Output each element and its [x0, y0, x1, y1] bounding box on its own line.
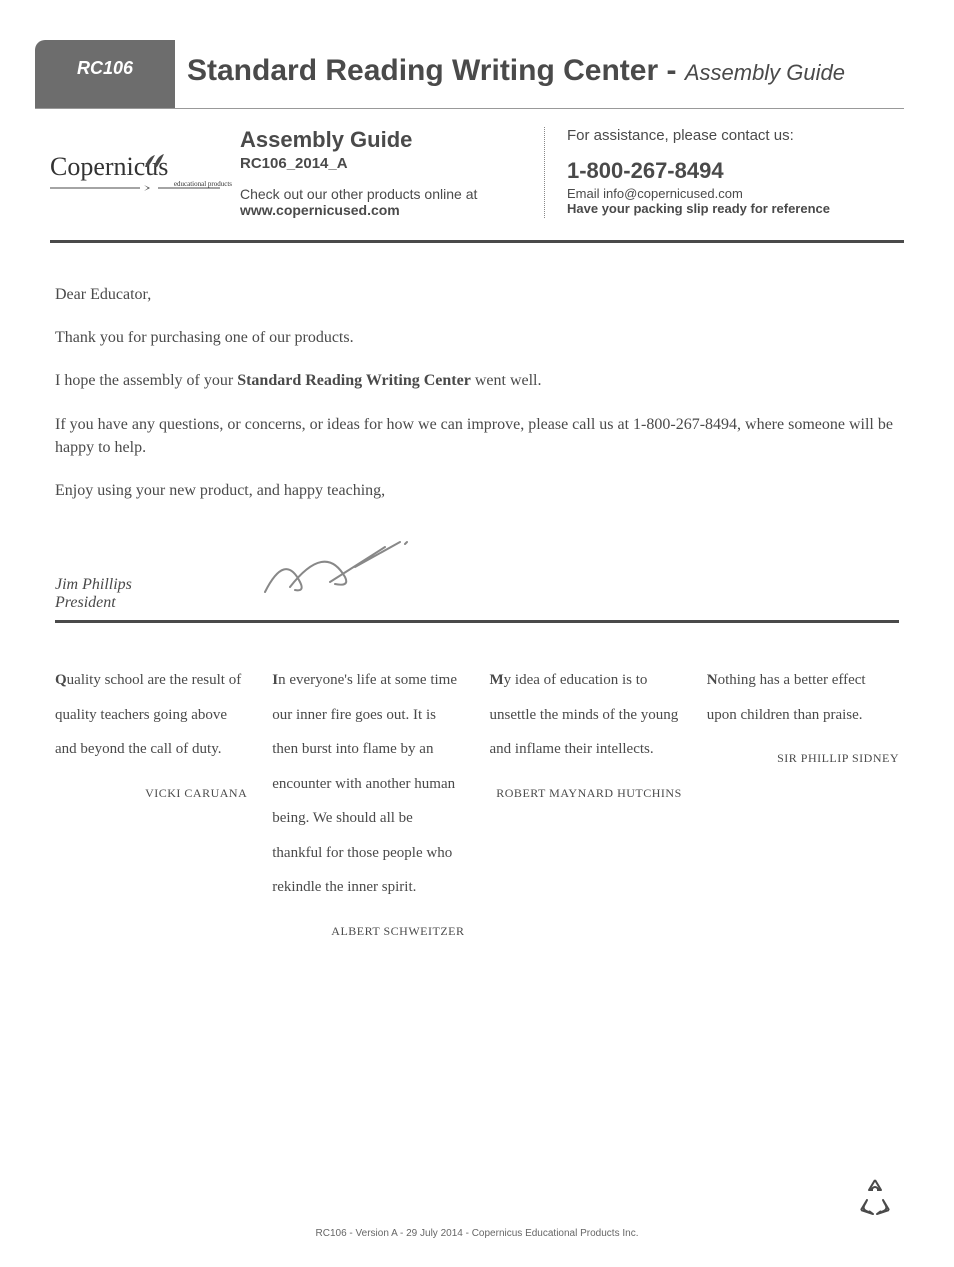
quote-1-text: uality school are the result of quality … [55, 672, 241, 757]
quote-4-author: SIR PHILLIP SIDNEY [707, 750, 899, 767]
letter-greeting: Dear Educator, [55, 283, 899, 306]
email-line: Email info@copernicused.com [567, 186, 904, 201]
phone-number: 1-800-267-8494 [567, 158, 904, 184]
quote-1: Quality school are the result of quality… [55, 663, 247, 939]
website-url: www.copernicused.com [240, 202, 524, 218]
assistance-text: For assistance, please contact us: [567, 127, 904, 144]
quote-4: Nothing has a better effect upon childre… [707, 663, 899, 939]
quote-2-text: n everyone's life at some time our inner… [272, 672, 457, 895]
letter-p2-a: I hope the assembly of your [55, 372, 237, 389]
letter-p1: Thank you for purchasing one of our prod… [55, 326, 899, 349]
signer-title: President [55, 594, 255, 612]
contact-column: For assistance, please contact us: 1-800… [544, 127, 904, 218]
packing-slip-note: Have your packing slip ready for referen… [567, 201, 904, 216]
quote-4-cap: N [707, 672, 718, 688]
quote-4-text: othing has a better effect upon children… [707, 672, 866, 723]
quote-3-author: ROBERT MAYNARD HUTCHINS [490, 785, 682, 802]
checkout-text: Check out our other products online at [240, 186, 524, 202]
signature-icon [255, 532, 899, 612]
quote-3: My idea of education is to unsettle the … [490, 663, 682, 939]
product-code-tab: RC106 [35, 40, 175, 108]
title-dash: - [658, 54, 685, 87]
page-title: Standard Reading Writing Center - Assemb… [187, 54, 904, 94]
signature-name-block: Jim Phillips President [55, 576, 255, 612]
letter-p2-bold: Standard Reading Writing Center [237, 372, 471, 389]
assembly-guide-heading: Assembly Guide [240, 127, 524, 153]
document-code: RC106_2014_A [240, 155, 524, 172]
logo-column: Copernicus educational products [50, 127, 240, 218]
leaf-icon [140, 146, 170, 176]
quote-1-cap: Q [55, 672, 67, 688]
quote-3-cap: M [490, 672, 504, 688]
letter-p4: Enjoy using your new product, and happy … [55, 479, 899, 502]
signer-name: Jim Phillips [55, 576, 255, 594]
letter-p2: I hope the assembly of your Standard Rea… [55, 369, 899, 392]
info-middle-column: Assembly Guide RC106_2014_A Check out ou… [240, 127, 544, 218]
letter-body: Dear Educator, Thank you for purchasing … [55, 283, 899, 502]
copernicus-logo: Copernicus educational products [50, 152, 240, 191]
signature-row: Jim Phillips President [55, 532, 899, 623]
title-main: Standard Reading Writing Center [187, 54, 658, 87]
quote-2-author: ALBERT SCHWEITZER [272, 923, 464, 940]
letter-p3: If you have any questions, or concerns, … [55, 413, 899, 459]
quote-3-text: y idea of education is to unsettle the m… [490, 672, 679, 757]
recycle-icon [851, 1174, 899, 1227]
quote-1-author: VICKI CARUANA [55, 785, 247, 802]
quote-2: In everyone's life at some time our inne… [272, 663, 464, 939]
quotes-row: Quality school are the result of quality… [55, 663, 899, 939]
letter-p2-b: went well. [471, 372, 542, 389]
header-bar: RC106 Standard Reading Writing Center - … [35, 40, 904, 109]
title-subtitle: Assembly Guide [685, 60, 845, 85]
footer-text: RC106 - Version A - 29 July 2014 - Coper… [0, 1228, 954, 1239]
info-row: Copernicus educational products Assembly… [50, 127, 904, 243]
